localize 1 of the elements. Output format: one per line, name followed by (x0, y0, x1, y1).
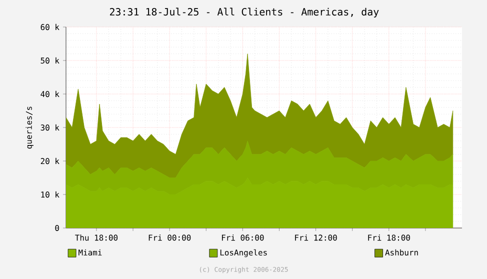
chart-title: 23:31 18-Jul-25 - All Clients - Americas, day (110, 8, 379, 18)
